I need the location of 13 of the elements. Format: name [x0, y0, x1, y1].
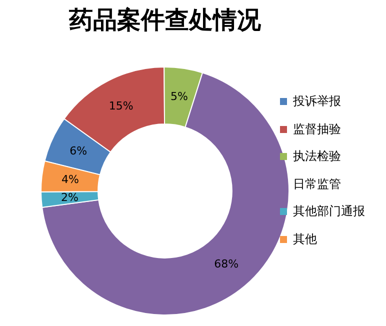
chart-title: 药品案件查处情况 — [68, 5, 262, 36]
data-label: 15% — [108, 100, 134, 113]
legend-label: 其他部门通报 — [293, 203, 365, 220]
legend-label: 其他 — [293, 230, 317, 248]
slice-label: 日常监管 — [293, 176, 341, 193]
legend-label: 执法检验 — [293, 148, 341, 166]
data-label: 5% — [170, 90, 188, 104]
data-label: 2% — [61, 191, 78, 204]
data-label: 4% — [61, 173, 79, 186]
data-label: 6% — [70, 144, 88, 158]
legend-label: 监督抽验 — [293, 120, 341, 138]
data-label: 68% — [214, 258, 239, 271]
legend-label: 投诉举报 — [293, 93, 341, 110]
